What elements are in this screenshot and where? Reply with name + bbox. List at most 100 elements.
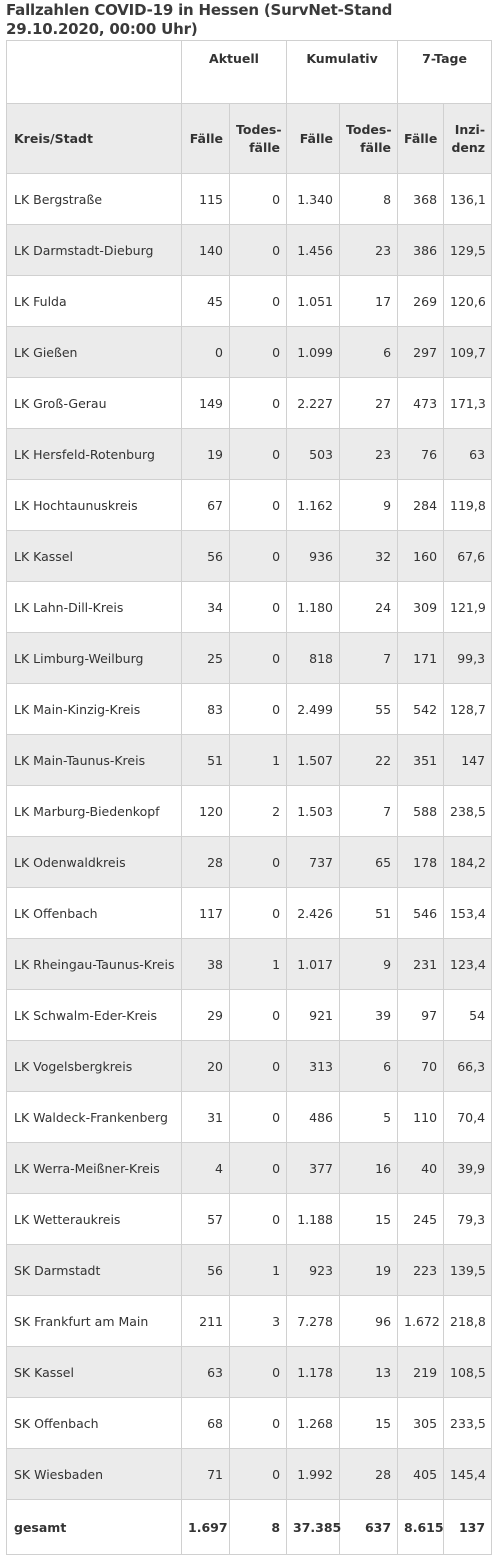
kumulativ-todesfaelle-cell: 23 — [339, 224, 399, 276]
aktuell-faelle-cell: 83 — [181, 683, 230, 735]
aktuell-faelle-cell: 20 — [181, 1040, 230, 1092]
column-header-kreis: Kreis/Stadt — [6, 103, 182, 174]
aktuell-faelle-cell: 71 — [181, 1448, 230, 1500]
7tage-faelle-cell: 1.672 — [397, 1295, 445, 1347]
kumulativ-faelle-cell: 1.178 — [286, 1346, 341, 1398]
7tage-inzidenz-cell: 70,4 — [443, 1091, 493, 1143]
kreis-cell: LK Limburg-Weilburg — [6, 632, 182, 684]
kumulativ-faelle-cell: 1.180 — [286, 581, 341, 633]
7tage-faelle-cell: 178 — [397, 836, 445, 888]
kumulativ-faelle-cell: 818 — [286, 632, 341, 684]
7tage-faelle-cell: 309 — [397, 581, 445, 633]
7tage-faelle-cell: 110 — [397, 1091, 445, 1143]
7tage-inzidenz-cell: 121,9 — [443, 581, 493, 633]
table-row: LK Wetteraukreis 57 0 1.188 15 245 79,3 — [6, 1193, 493, 1245]
kumulativ-todesfaelle-cell: 23 — [339, 428, 399, 480]
kreis-cell: LK Gießen — [6, 326, 182, 378]
7tage-inzidenz-cell: 63 — [443, 428, 493, 480]
aktuell-todesfaelle-cell: 0 — [228, 989, 288, 1041]
aktuell-todesfaelle-cell: 2 — [228, 785, 288, 837]
aktuell-todesfaelle-cell: 0 — [228, 224, 288, 276]
aktuell-faelle-cell: 45 — [181, 275, 230, 327]
kreis-cell: LK Waldeck-Frankenberg — [6, 1091, 182, 1143]
aktuell-todesfaelle-cell: 3 — [228, 1295, 288, 1347]
kreis-cell: SK Wiesbaden — [6, 1448, 182, 1500]
column-header-row: Kreis/Stadt Fälle Todes-fälle Fälle Tode… — [6, 103, 493, 174]
kumulativ-todesfaelle-cell: 8 — [339, 173, 399, 225]
aktuell-faelle-cell: 34 — [181, 581, 230, 633]
7tage-inzidenz-cell: 218,8 — [443, 1295, 493, 1347]
kreis-cell: LK Schwalm-Eder-Kreis — [6, 989, 182, 1041]
covid-case-table: Aktuell Kumulativ 7-Tage Kreis/Stadt Fäl… — [6, 40, 493, 1555]
kumulativ-faelle-cell: 1.507 — [286, 734, 341, 786]
kumulativ-faelle-cell: 1.099 — [286, 326, 341, 378]
kreis-cell: SK Offenbach — [6, 1397, 182, 1449]
aktuell-faelle-cell: 0 — [181, 326, 230, 378]
kumulativ-faelle-cell: 1.162 — [286, 479, 341, 531]
table-row: LK Werra-Meißner-Kreis 4 0 377 16 40 39,9 — [6, 1142, 493, 1194]
kreis-cell: LK Lahn-Dill-Kreis — [6, 581, 182, 633]
kreis-cell: LK Werra-Meißner-Kreis — [6, 1142, 182, 1194]
aktuell-faelle-cell: 115 — [181, 173, 230, 225]
kreis-cell: LK Wetteraukreis — [6, 1193, 182, 1245]
7tage-inzidenz-cell: 66,3 — [443, 1040, 493, 1092]
kumulativ-faelle-cell: 2.426 — [286, 887, 341, 939]
aktuell-faelle-cell: 120 — [181, 785, 230, 837]
kumulativ-todesfaelle-cell: 65 — [339, 836, 399, 888]
kreis-cell: LK Fulda — [6, 275, 182, 327]
7tage-faelle-cell: 219 — [397, 1346, 445, 1398]
kumulativ-faelle-cell: 37.385 — [286, 1499, 341, 1555]
7tage-faelle-cell: 8.615 — [397, 1499, 445, 1555]
table-row: LK Odenwaldkreis 28 0 737 65 178 184,2 — [6, 836, 493, 888]
aktuell-faelle-cell: 67 — [181, 479, 230, 531]
aktuell-todesfaelle-cell: 0 — [228, 173, 288, 225]
kreis-cell: LK Vogelsbergkreis — [6, 1040, 182, 1092]
aktuell-todesfaelle-cell: 0 — [228, 836, 288, 888]
table-row: SK Darmstadt 56 1 923 19 223 139,5 — [6, 1244, 493, 1296]
7tage-inzidenz-cell: 233,5 — [443, 1397, 493, 1449]
7tage-faelle-cell: 160 — [397, 530, 445, 582]
table-row: LK Bergstraße 115 0 1.340 8 368 136,1 — [6, 173, 493, 225]
aktuell-todesfaelle-cell: 0 — [228, 479, 288, 531]
table-row: LK Schwalm-Eder-Kreis 29 0 921 39 97 54 — [6, 989, 493, 1041]
aktuell-faelle-cell: 56 — [181, 1244, 230, 1296]
aktuell-faelle-cell: 19 — [181, 428, 230, 480]
table-row: LK Hersfeld-Rotenburg 19 0 503 23 76 63 — [6, 428, 493, 480]
aktuell-todesfaelle-cell: 0 — [228, 275, 288, 327]
table-row: LK Vogelsbergkreis 20 0 313 6 70 66,3 — [6, 1040, 493, 1092]
kumulativ-todesfaelle-cell: 28 — [339, 1448, 399, 1500]
aktuell-todesfaelle-cell: 0 — [228, 632, 288, 684]
kreis-cell: LK Odenwaldkreis — [6, 836, 182, 888]
group-header-aktuell: Aktuell — [180, 40, 288, 104]
table-row: LK Main-Kinzig-Kreis 83 0 2.499 55 542 128,7 — [6, 683, 493, 735]
aktuell-faelle-cell: 56 — [181, 530, 230, 582]
kumulativ-todesfaelle-cell: 55 — [339, 683, 399, 735]
aktuell-faelle-cell: 140 — [181, 224, 230, 276]
7tage-faelle-cell: 588 — [397, 785, 445, 837]
kumulativ-faelle-cell: 1.051 — [286, 275, 341, 327]
column-header-7tage-faelle: Fälle — [397, 103, 445, 174]
7tage-inzidenz-cell: 99,3 — [443, 632, 493, 684]
table-row: LK Lahn-Dill-Kreis 34 0 1.180 24 309 121,9 — [6, 581, 493, 633]
kumulativ-todesfaelle-cell: 19 — [339, 1244, 399, 1296]
7tage-inzidenz-cell: 109,7 — [443, 326, 493, 378]
7tage-faelle-cell: 284 — [397, 479, 445, 531]
column-header-kumulativ-faelle: Fälle — [286, 103, 341, 174]
kumulativ-todesfaelle-cell: 39 — [339, 989, 399, 1041]
kreis-cell: LK Rheingau-Taunus-Kreis — [6, 938, 182, 990]
kreis-cell: LK Offenbach — [6, 887, 182, 939]
7tage-faelle-cell: 405 — [397, 1448, 445, 1500]
kumulativ-faelle-cell: 1.503 — [286, 785, 341, 837]
aktuell-todesfaelle-cell: 0 — [228, 1091, 288, 1143]
table-row: LK Groß-Gerau 149 0 2.227 27 473 171,3 — [6, 377, 493, 429]
column-header-kumulativ-todesfaelle: Todes-fälle — [339, 103, 399, 174]
kreis-cell: gesamt — [6, 1499, 182, 1555]
7tage-inzidenz-cell: 147 — [443, 734, 493, 786]
kumulativ-todesfaelle-cell: 6 — [339, 326, 399, 378]
kumulativ-todesfaelle-cell: 51 — [339, 887, 399, 939]
aktuell-faelle-cell: 149 — [181, 377, 230, 429]
aktuell-todesfaelle-cell: 8 — [228, 1499, 288, 1555]
table-row: LK Fulda 45 0 1.051 17 269 120,6 — [6, 275, 493, 327]
aktuell-faelle-cell: 51 — [181, 734, 230, 786]
7tage-inzidenz-cell: 129,5 — [443, 224, 493, 276]
